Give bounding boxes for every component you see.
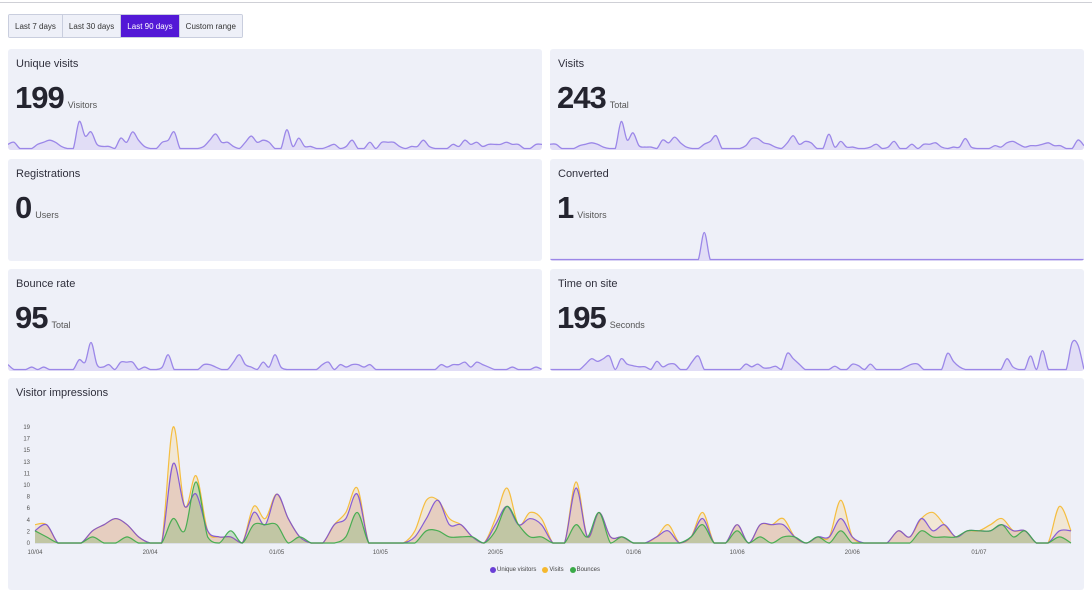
- card-value: 0: [15, 190, 32, 225]
- sparkline: [550, 120, 1084, 150]
- x-tick-label: 10/04: [27, 550, 43, 556]
- card-title: Bounce rate: [16, 278, 76, 290]
- card-converted: Converted 1 Visitors: [550, 159, 1084, 261]
- sparkline-line: [550, 231, 1084, 261]
- card-value: 195: [557, 300, 607, 335]
- card-unique-visits: Unique visits 199 Visitors: [8, 49, 542, 150]
- x-tick-label: 20/04: [143, 550, 159, 556]
- range-custom[interactable]: Custom range: [179, 15, 242, 37]
- y-tick-label: 2: [27, 529, 31, 535]
- card-bounce-rate: Bounce rate 95 Total: [8, 269, 542, 371]
- card-time-on-site: Time on site 195 Seconds: [550, 269, 1084, 371]
- x-tick-label: 20/06: [845, 550, 861, 556]
- y-tick-label: 6: [27, 506, 31, 512]
- card-title: Converted: [558, 168, 609, 180]
- x-tick-label: 01/07: [971, 550, 987, 556]
- card-unit: Visitors: [577, 210, 607, 220]
- series-line-bounces: [34, 481, 1072, 544]
- legend-swatch: [542, 567, 549, 573]
- sparkline-area: [550, 340, 1084, 371]
- card-unit: Visitors: [67, 100, 98, 110]
- legend-label: Visits: [549, 567, 564, 573]
- x-tick-label: 01/06: [626, 550, 642, 556]
- sparkline: [8, 341, 542, 371]
- y-tick-label: 15: [23, 448, 30, 454]
- legend-item-bounces[interactable]: Bounces: [569, 567, 600, 573]
- range-last-7-days[interactable]: Last 7 days: [9, 15, 63, 37]
- legend-label: Unique visitors: [497, 567, 537, 573]
- card-title: Registrations: [16, 168, 81, 180]
- series-area-bounces: [35, 481, 1071, 543]
- x-tick-label: 20/05: [488, 550, 504, 556]
- y-tick-label: 4: [27, 518, 31, 524]
- y-tick-label: 10: [23, 483, 30, 489]
- card-registrations: Registrations 0 Users: [8, 159, 542, 261]
- y-tick-label: 17: [23, 437, 30, 443]
- y-tick-label: 0: [27, 541, 31, 547]
- card-title: Time on site: [558, 278, 618, 290]
- sparkline-line: [550, 120, 1084, 150]
- sparkline: [550, 231, 1084, 261]
- y-tick-label: 19: [23, 425, 30, 431]
- range-last-90-days[interactable]: Last 90 days: [121, 15, 180, 37]
- card-value: 199: [15, 80, 65, 115]
- y-tick-label: 8: [27, 495, 31, 501]
- legend-label: Bounces: [576, 567, 600, 573]
- x-tick-label: 10/06: [730, 550, 746, 556]
- date-range-selector: Last 7 days Last 30 days Last 90 days Cu…: [8, 14, 243, 38]
- legend-item-visits[interactable]: Visits: [542, 567, 564, 573]
- x-tick-label: 01/05: [269, 550, 285, 556]
- legend-swatch: [490, 567, 496, 573]
- card-title: Visitor impressions: [16, 387, 109, 399]
- card-visits: Visits 243 Total: [550, 49, 1084, 150]
- series-area-unique-visitors: [35, 463, 1071, 543]
- sparkline: [550, 339, 1084, 371]
- card-value: 95: [15, 300, 48, 335]
- sparkline-line: [8, 341, 542, 371]
- sparkline-line: [8, 120, 542, 150]
- card-unit: Seconds: [609, 320, 645, 330]
- card-unit: Users: [35, 210, 59, 220]
- card-value: 1: [557, 190, 574, 225]
- card-unit: Total: [51, 320, 71, 330]
- y-tick-label: 13: [23, 460, 30, 466]
- legend-swatch: [569, 567, 576, 573]
- top-divider: [0, 2, 1092, 3]
- y-tick-label: 11: [24, 471, 31, 477]
- card-visitor-impressions: Visitor impressions: [8, 378, 1084, 590]
- sparkline-line: [550, 339, 1084, 371]
- card-title: Unique visits: [16, 58, 79, 70]
- sparkline: [8, 120, 542, 150]
- x-tick-label: 10/05: [373, 550, 389, 556]
- range-last-30-days[interactable]: Last 30 days: [62, 15, 122, 37]
- card-unit: Total: [609, 100, 629, 110]
- sparkline-area: [8, 342, 542, 371]
- chart-legend: Unique visitors Visits Bounces: [490, 567, 600, 573]
- card-title: Visits: [558, 58, 585, 70]
- card-value: 243: [557, 80, 607, 115]
- legend-item-unique-visitors[interactable]: Unique visitors: [490, 567, 536, 573]
